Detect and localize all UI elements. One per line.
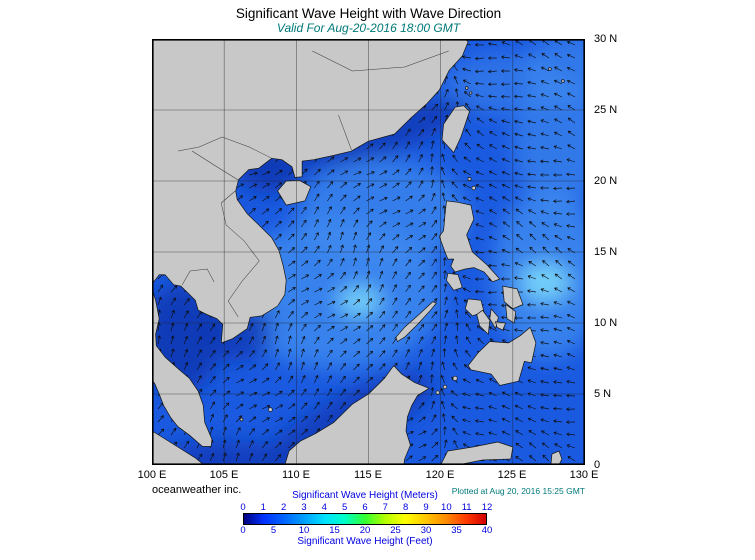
land-mindoro: [446, 272, 463, 291]
lat-tick-label: 25 N: [594, 104, 618, 116]
credit-text: oceanweather inc.: [152, 484, 242, 496]
legend-feet-tick: 20: [359, 525, 371, 536]
lat-tick-label: 5 N: [594, 388, 612, 400]
island-dot: [239, 417, 244, 422]
island-dot: [471, 185, 476, 191]
island-dot: [442, 384, 448, 390]
lat-tick-label: 10 N: [594, 317, 618, 329]
legend-meters-tick: 12: [481, 502, 493, 513]
legend-meters-tick: 2: [281, 502, 287, 513]
lon-tick-label: 100 E: [137, 469, 167, 481]
legend-feet-tick: 0: [240, 525, 246, 536]
wave-map: [152, 39, 585, 465]
lon-tick-label: 125 E: [497, 469, 527, 481]
lon-tick-label: 120 E: [425, 469, 455, 481]
legend-meters-tick: 6: [362, 502, 368, 513]
lat-tick-label: 20 N: [594, 175, 618, 187]
legend-feet-tick: 5: [270, 525, 277, 536]
legend-feet-label: Significant Wave Height (Feet): [297, 536, 433, 547]
land-luzon: [438, 200, 501, 283]
legend-meters-tick: 3: [301, 502, 307, 513]
land-mindanao: [467, 326, 537, 386]
island-dot: [561, 79, 565, 83]
land-negros: [476, 309, 491, 335]
legend-feet-tick: 25: [390, 525, 401, 536]
legend-feet-tick: 30: [420, 525, 432, 536]
legend-feet-tick: 35: [451, 525, 462, 536]
island-dot: [435, 390, 440, 395]
legend-feet-tick: 40: [481, 525, 493, 536]
lat-tick-label: 0: [594, 459, 601, 471]
island-dot: [464, 86, 469, 90]
legend-feet-tick: 10: [298, 525, 310, 536]
land-sumatra: [152, 430, 205, 465]
plotted-timestamp: Plotted at Aug 20, 2016 15:25 GMT: [451, 486, 585, 496]
land-bohol: [495, 321, 506, 331]
legend-meters-tick: 8: [403, 502, 409, 513]
lat-tick-label: 15 N: [594, 246, 618, 258]
valid-time-subtitle: Valid For Aug-20-2016 18:00 GMT: [276, 21, 461, 35]
legend-meters-tick: 10: [441, 502, 452, 513]
legend-meters-tick: 9: [423, 502, 429, 513]
legend-meters-tick: 11: [461, 502, 472, 513]
legend-meters-tick: 0: [240, 502, 246, 513]
page-title: Significant Wave Height with Wave Direct…: [235, 6, 502, 21]
legend-meters-ticks: 0 1 2 3 4 5 6 7 8 9 10 11 12: [240, 502, 492, 513]
island-dot: [548, 67, 552, 71]
lat-tick-label: 30 N: [594, 33, 618, 45]
graticule: [152, 39, 585, 465]
legend-meters-tick: 5: [342, 502, 348, 513]
island-dot: [467, 177, 472, 181]
land-malay-peninsula: [152, 288, 213, 447]
legend-feet-ticks: 0 5 10 15 20 25 30 35 40: [240, 525, 492, 536]
lon-tick-label: 115 E: [354, 469, 382, 481]
map-area: [152, 39, 585, 465]
island-dot: [452, 375, 458, 381]
land-mainland-asia: [152, 39, 469, 344]
island-dot: [469, 91, 473, 95]
legend-meters-tick: 1: [260, 502, 266, 513]
legend-meters-tick: 7: [382, 502, 388, 513]
land-palawan: [395, 301, 437, 342]
legend-feet-tick: 15: [329, 525, 340, 536]
legend-colorbar: [243, 513, 487, 525]
lon-tick-label: 130 E: [569, 469, 599, 481]
country-borders: [178, 50, 449, 318]
legend-meters-tick: 4: [321, 502, 327, 513]
land-borneo: [284, 365, 430, 465]
lon-tick-label: 110 E: [282, 469, 310, 481]
island-dot: [268, 407, 273, 412]
map-frame-border: [152, 39, 585, 465]
landmass: [152, 39, 565, 465]
lon-tick-label: 105 E: [209, 469, 239, 481]
land-halmahera: [550, 450, 563, 465]
legend-meters-label: Significant Wave Height (Meters): [292, 490, 438, 501]
